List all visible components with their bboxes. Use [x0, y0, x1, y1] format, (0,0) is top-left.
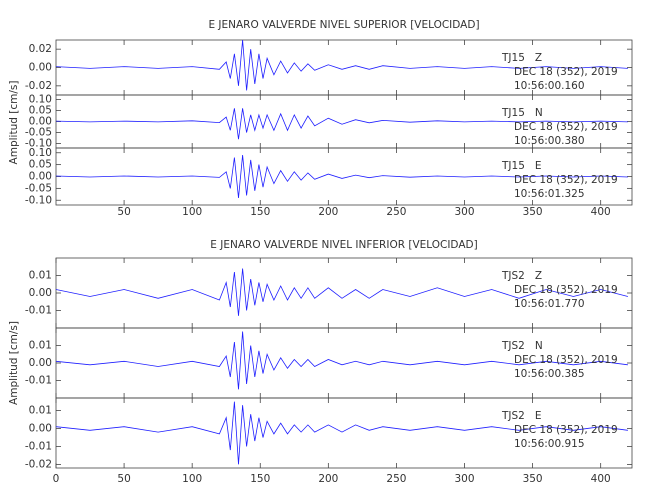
- waveform: [55, 268, 628, 316]
- y-tick-label: -0.10: [25, 138, 52, 150]
- y-tick-label: 0.00: [29, 287, 52, 299]
- time-label: 10:56:00.385: [514, 368, 585, 380]
- y-tick-label: 0.00: [29, 357, 52, 369]
- x-tick-label: 100: [182, 206, 202, 218]
- y-tick-label: -0.01: [25, 440, 52, 452]
- y-tick-label: 0.00: [29, 171, 52, 183]
- x-tick-label: 300: [454, 473, 474, 485]
- x-tick-label: 100: [182, 473, 202, 485]
- time-label: 10:56:00.160: [514, 80, 585, 92]
- y-tick-label: 0.01: [29, 270, 52, 282]
- station-label: TJ15 N: [501, 107, 543, 119]
- x-tick-label: 300: [454, 206, 474, 218]
- waveform: [55, 39, 628, 91]
- y-tick-label: 0.10: [29, 147, 52, 159]
- y-tick-label: 0.05: [29, 159, 52, 171]
- y-tick-label: -0.10: [25, 194, 52, 206]
- date-label: DEC 18 (352), 2019: [514, 354, 618, 366]
- date-label: DEC 18 (352), 2019: [514, 284, 618, 296]
- x-tick-label: 50: [117, 473, 130, 485]
- x-tick-label: 350: [523, 206, 543, 218]
- x-tick-label: 200: [318, 473, 338, 485]
- x-tick-label: 150: [250, 473, 270, 485]
- station-label: TJ15 Z: [501, 52, 542, 64]
- waveform: [55, 155, 628, 198]
- x-tick-label: 400: [591, 206, 611, 218]
- chart-title: E JENARO VALVERDE NIVEL INFERIOR [VELOCI…: [210, 239, 477, 251]
- time-label: 10:56:00.915: [514, 438, 585, 450]
- x-tick-label: 250: [386, 473, 406, 485]
- y-tick-label: 0.00: [29, 423, 52, 435]
- y-tick-label: -0.02: [25, 80, 52, 92]
- y-tick-label: -0.01: [25, 305, 52, 317]
- date-label: DEC 18 (352), 2019: [514, 66, 618, 78]
- date-label: DEC 18 (352), 2019: [514, 121, 618, 133]
- x-tick-label: 50: [117, 206, 130, 218]
- station-label: TJS2 N: [501, 340, 543, 352]
- x-tick-label: 400: [591, 473, 611, 485]
- x-tick-label: 350: [523, 473, 543, 485]
- chart-title: E JENARO VALVERDE NIVEL SUPERIOR [VELOCI…: [208, 19, 479, 31]
- panel-frame: [55, 397, 633, 469]
- x-tick-label: 0: [53, 473, 60, 485]
- x-tick-label: 250: [386, 206, 406, 218]
- y-tick-label: 0.10: [29, 93, 52, 105]
- y-tick-label: 0.01: [29, 405, 52, 417]
- waveform: [55, 108, 628, 140]
- y-tick-label: 0.00: [29, 116, 52, 128]
- y-tick-label: 0.05: [29, 104, 52, 116]
- waveform: [55, 331, 628, 390]
- y-tick-label: 0.01: [29, 340, 52, 352]
- time-label: 10:56:00.380: [514, 135, 585, 147]
- y-axis-label: Amplitud [cm/s]: [8, 81, 20, 165]
- y-tick-label: -0.05: [25, 127, 52, 139]
- y-axis-label: Amplitud [cm/s]: [8, 321, 20, 405]
- date-label: DEC 18 (352), 2019: [514, 424, 618, 436]
- waveform: [55, 401, 628, 465]
- y-tick-label: 0.00: [29, 62, 52, 74]
- y-tick-label: -0.01: [25, 375, 52, 387]
- y-tick-label: 0.02: [29, 43, 52, 55]
- x-tick-label: 200: [318, 206, 338, 218]
- x-tick-label: 150: [250, 206, 270, 218]
- y-tick-label: -0.05: [25, 182, 52, 194]
- station-label: TJ15 E: [501, 160, 542, 172]
- date-label: DEC 18 (352), 2019: [514, 174, 618, 186]
- station-label: TJS2 E: [501, 410, 542, 422]
- time-label: 10:56:01.770: [514, 298, 585, 310]
- station-label: TJS2 Z: [501, 270, 542, 282]
- time-label: 10:56:01.325: [514, 188, 585, 200]
- y-tick-label: -0.02: [25, 458, 52, 470]
